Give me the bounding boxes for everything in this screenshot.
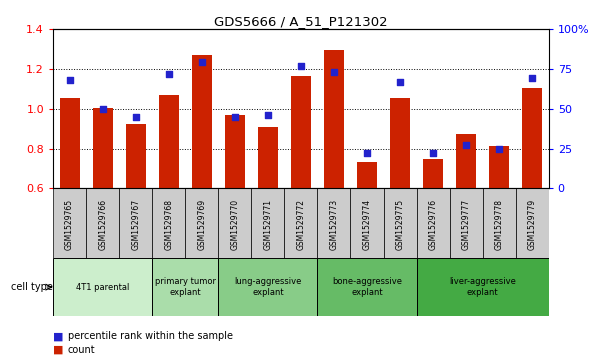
- Bar: [456, 134, 476, 308]
- Text: GSM1529769: GSM1529769: [197, 199, 206, 250]
- Text: 4T1 parental: 4T1 parental: [76, 283, 129, 291]
- Bar: [53, 188, 86, 258]
- Bar: [317, 188, 350, 258]
- Bar: [291, 76, 311, 308]
- Point: [197, 60, 206, 65]
- Text: bone-aggressive
explant: bone-aggressive explant: [332, 277, 402, 297]
- Bar: [522, 88, 542, 308]
- Bar: [489, 146, 509, 308]
- Point: [98, 106, 107, 111]
- Point: [461, 142, 471, 148]
- Bar: [225, 115, 245, 308]
- Point: [296, 63, 306, 69]
- Bar: [324, 50, 344, 308]
- Bar: [152, 188, 185, 258]
- Text: liver-aggressive
explant: liver-aggressive explant: [449, 277, 516, 297]
- Text: GSM1529772: GSM1529772: [296, 199, 306, 250]
- Bar: [317, 258, 417, 316]
- Text: GSM1529768: GSM1529768: [164, 199, 173, 250]
- Point: [527, 76, 537, 81]
- Point: [362, 150, 372, 156]
- Bar: [251, 188, 284, 258]
- Bar: [423, 159, 443, 308]
- Bar: [53, 258, 152, 316]
- Text: ■: ■: [53, 345, 64, 355]
- Bar: [516, 188, 549, 258]
- Bar: [417, 188, 450, 258]
- Bar: [126, 124, 146, 308]
- Point: [329, 69, 339, 75]
- Bar: [192, 55, 212, 308]
- Text: GSM1529774: GSM1529774: [362, 199, 372, 250]
- Text: GSM1529770: GSM1529770: [230, 199, 240, 250]
- Point: [230, 114, 240, 119]
- Text: lung-aggressive
explant: lung-aggressive explant: [234, 277, 301, 297]
- Bar: [185, 188, 218, 258]
- Text: GSM1529766: GSM1529766: [98, 199, 107, 250]
- Text: GSM1529773: GSM1529773: [329, 199, 339, 250]
- Text: percentile rank within the sample: percentile rank within the sample: [68, 331, 233, 341]
- Bar: [258, 127, 278, 308]
- Text: ■: ■: [53, 331, 64, 341]
- Text: GSM1529771: GSM1529771: [263, 199, 273, 250]
- Bar: [218, 188, 251, 258]
- Bar: [417, 258, 549, 316]
- Text: count: count: [68, 345, 96, 355]
- Bar: [93, 108, 113, 308]
- Bar: [450, 188, 483, 258]
- Bar: [350, 188, 384, 258]
- Text: GSM1529779: GSM1529779: [527, 199, 537, 250]
- Bar: [159, 95, 179, 308]
- Bar: [152, 258, 218, 316]
- Bar: [284, 188, 317, 258]
- Text: GSM1529777: GSM1529777: [461, 199, 471, 250]
- Bar: [119, 188, 152, 258]
- Text: GSM1529775: GSM1529775: [395, 199, 405, 250]
- Text: GSM1529776: GSM1529776: [428, 199, 438, 250]
- Point: [494, 146, 504, 151]
- Bar: [60, 98, 80, 308]
- Bar: [483, 188, 516, 258]
- Point: [131, 114, 140, 119]
- Bar: [218, 258, 317, 316]
- Point: [164, 71, 173, 77]
- Text: GSM1529778: GSM1529778: [494, 199, 504, 250]
- Text: primary tumor
explant: primary tumor explant: [155, 277, 216, 297]
- Bar: [357, 163, 377, 308]
- Bar: [86, 188, 119, 258]
- Bar: [390, 98, 410, 308]
- Point: [65, 77, 74, 83]
- Point: [395, 79, 405, 85]
- Bar: [384, 188, 417, 258]
- Text: cell type: cell type: [11, 282, 53, 292]
- Title: GDS5666 / A_51_P121302: GDS5666 / A_51_P121302: [214, 15, 388, 28]
- Text: GSM1529765: GSM1529765: [65, 199, 74, 250]
- Point: [263, 112, 273, 118]
- Point: [428, 150, 438, 156]
- Text: GSM1529767: GSM1529767: [131, 199, 140, 250]
